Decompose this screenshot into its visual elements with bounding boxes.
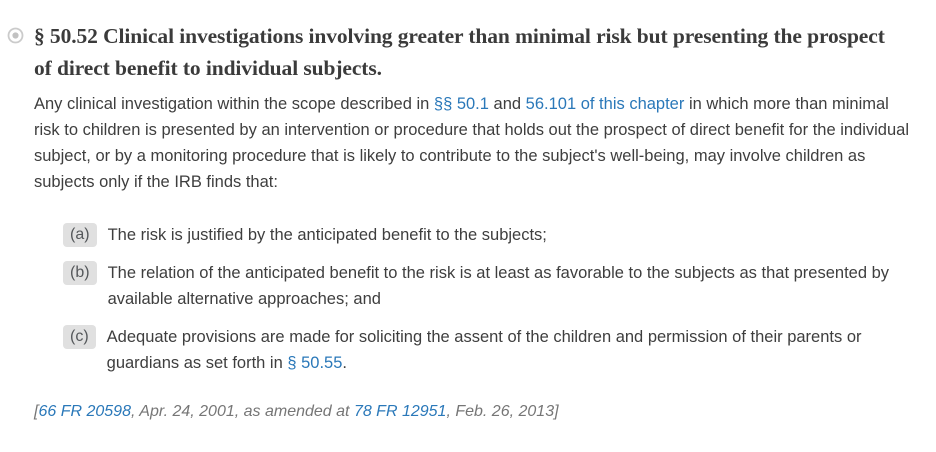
clause-item-b: (b) The relation of the anticipated bene…: [63, 260, 910, 312]
citation-text: [: [34, 403, 39, 420]
clause-text: .: [342, 354, 347, 372]
citation-text: , Feb. 26, 2013]: [446, 403, 559, 420]
citation-line: [66 FR 20598, Apr. 24, 2001, as amended …: [34, 401, 910, 423]
link-section-50-55[interactable]: § 50.55: [287, 354, 343, 372]
citation-text: , Apr. 24, 2001, as amended at: [130, 403, 354, 420]
section-heading: § 50.52 Clinical investigations involvin…: [34, 24, 885, 80]
link-section-50-1[interactable]: §§ 50.1: [433, 95, 489, 113]
link-section-56-101[interactable]: 56.101 of this chapter: [525, 95, 685, 113]
clause-text-b: The relation of the anticipated benefit …: [107, 264, 890, 308]
clause-badge-b: (b): [63, 261, 97, 285]
paragraph-text: Any clinical investigation within the sc…: [34, 95, 434, 113]
link-66-fr-20598[interactable]: 66 FR 20598: [38, 403, 131, 420]
clause-item-c: (c) Adequate provisions are made for sol…: [63, 324, 910, 376]
lead-paragraph: Any clinical investigation within the sc…: [34, 91, 910, 195]
clause-list: (a) The risk is justified by the anticip…: [63, 222, 910, 376]
paragraph-text: and: [488, 95, 526, 113]
link-78-fr-12951[interactable]: 78 FR 12951: [353, 403, 447, 420]
clause-badge-c: (c): [63, 325, 96, 349]
radio-bullseye-icon[interactable]: [7, 27, 24, 44]
section-header: § 50.52 Clinical investigations involvin…: [0, 0, 936, 84]
clause-text-c: Adequate provisions are made for solicit…: [107, 324, 907, 376]
clause-item-a: (a) The risk is justified by the anticip…: [63, 222, 910, 248]
section-body: Any clinical investigation within the sc…: [0, 91, 936, 423]
clause-text: Adequate provisions are made for solicit…: [106, 328, 862, 372]
paragraph-text: in which more than minimal risk to child…: [34, 95, 910, 191]
clause-text-a: The risk is justified by the anticipated…: [107, 226, 547, 244]
clause-badge-a: (a): [63, 223, 97, 247]
